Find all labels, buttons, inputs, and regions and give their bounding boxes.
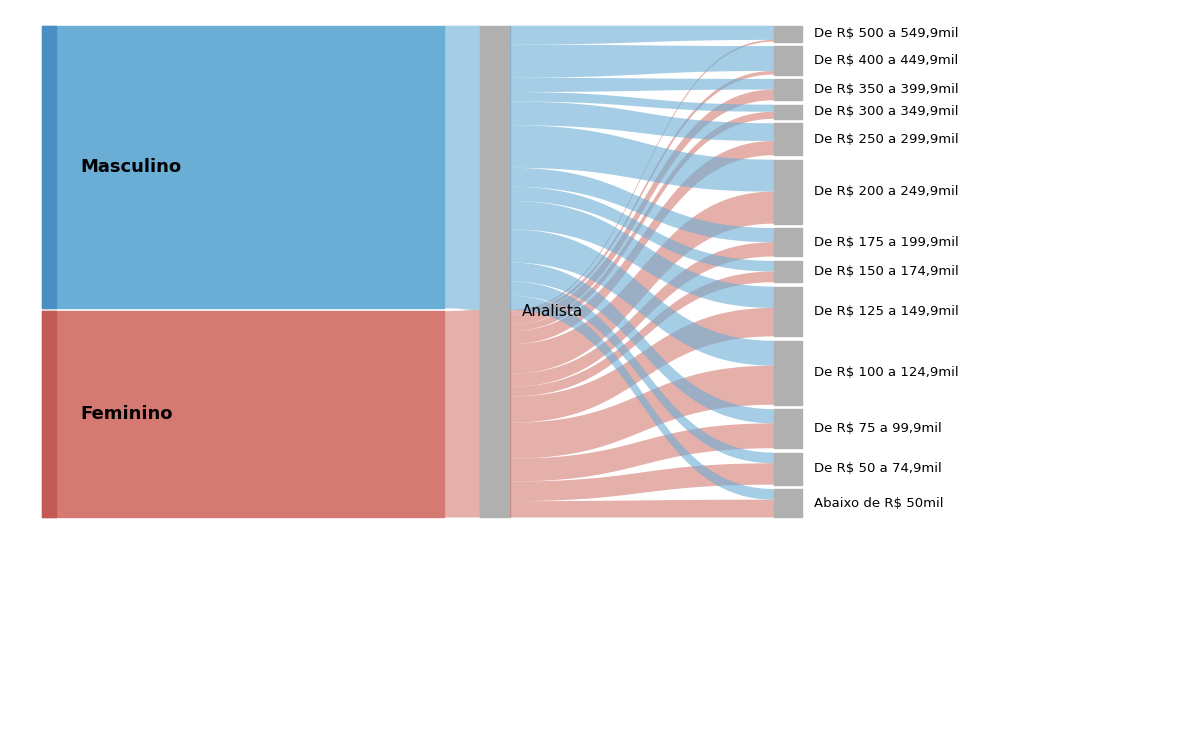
- Polygon shape: [510, 230, 774, 366]
- Polygon shape: [510, 141, 774, 344]
- Polygon shape: [510, 263, 774, 424]
- Polygon shape: [510, 168, 774, 242]
- Polygon shape: [510, 272, 774, 396]
- Text: Masculino: Masculino: [80, 158, 181, 176]
- Polygon shape: [510, 192, 774, 374]
- Polygon shape: [510, 112, 774, 331]
- Text: Feminino: Feminino: [80, 405, 173, 424]
- Polygon shape: [510, 366, 774, 459]
- Text: De R$ 400 a 449,9mil: De R$ 400 a 449,9mil: [814, 54, 958, 67]
- Polygon shape: [510, 71, 774, 315]
- Polygon shape: [444, 310, 480, 517]
- Text: De R$ 300 a 349,9mil: De R$ 300 a 349,9mil: [814, 105, 958, 118]
- Polygon shape: [510, 282, 774, 463]
- Polygon shape: [510, 40, 774, 311]
- Polygon shape: [510, 186, 774, 272]
- Polygon shape: [510, 424, 774, 482]
- Text: Analista: Analista: [522, 304, 583, 319]
- Polygon shape: [510, 500, 774, 517]
- Polygon shape: [510, 26, 774, 45]
- Polygon shape: [510, 45, 774, 78]
- Text: De R$ 75 a 99,9mil: De R$ 75 a 99,9mil: [814, 422, 941, 435]
- Polygon shape: [510, 296, 774, 500]
- Polygon shape: [510, 242, 774, 387]
- Polygon shape: [510, 101, 774, 141]
- Polygon shape: [510, 201, 774, 308]
- Text: De R$ 350 a 399,9mil: De R$ 350 a 399,9mil: [814, 83, 959, 96]
- Text: De R$ 250 a 299,9mil: De R$ 250 a 299,9mil: [814, 133, 959, 146]
- Polygon shape: [510, 463, 774, 501]
- Polygon shape: [510, 78, 774, 92]
- Text: De R$ 500 a 549,9mil: De R$ 500 a 549,9mil: [814, 27, 958, 40]
- Text: De R$ 150 a 174,9mil: De R$ 150 a 174,9mil: [814, 265, 959, 278]
- Polygon shape: [510, 92, 774, 112]
- Text: De R$ 100 a 124,9mil: De R$ 100 a 124,9mil: [814, 366, 959, 379]
- Text: De R$ 175 a 199,9mil: De R$ 175 a 199,9mil: [814, 236, 959, 249]
- Polygon shape: [510, 90, 774, 324]
- Polygon shape: [510, 308, 774, 423]
- Text: De R$ 200 a 249,9mil: De R$ 200 a 249,9mil: [814, 185, 958, 198]
- Polygon shape: [510, 126, 774, 192]
- Polygon shape: [444, 26, 480, 310]
- Text: De R$ 50 a 74,9mil: De R$ 50 a 74,9mil: [814, 462, 941, 475]
- Text: De R$ 125 a 149,9mil: De R$ 125 a 149,9mil: [814, 305, 959, 318]
- Text: Abaixo de R$ 50mil: Abaixo de R$ 50mil: [814, 497, 943, 509]
